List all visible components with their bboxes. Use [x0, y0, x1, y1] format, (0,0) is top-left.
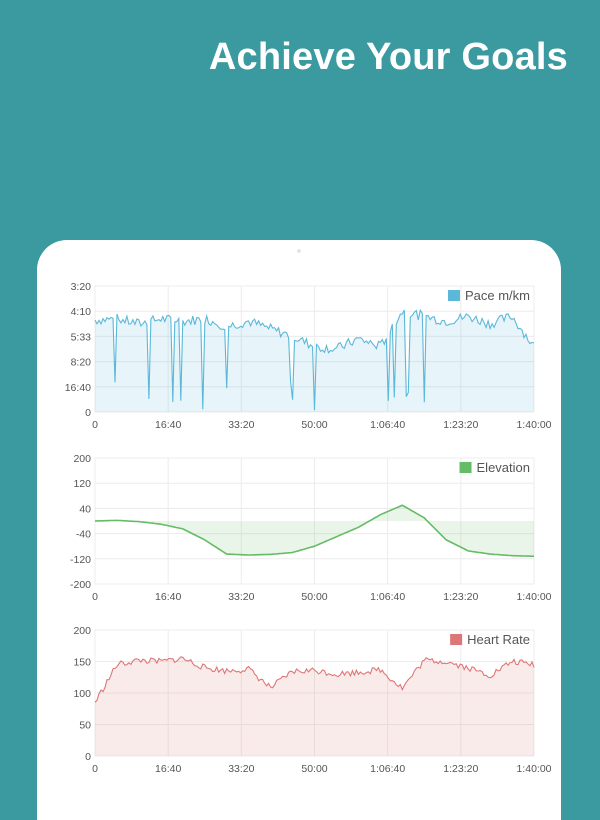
y-tick-label: 200	[73, 625, 91, 637]
heart-rate-chart-svg: 200 150 100 50 00 16:40 33:20 50:00 1:06:40 1:23:…	[73, 625, 551, 775]
heart-rate-legend[interactable]: Heart Rate	[450, 632, 530, 647]
x-tick-label: 16:40	[155, 763, 181, 775]
x-tick-label: 1:23:20	[443, 419, 478, 431]
heart-rate-chart: 200 150 100 50 0 0 16:40 33:20 50:00 1:06:40 1:23:…	[37, 624, 561, 784]
page-title: Achieve Your Goals	[208, 36, 568, 78]
camera-dot	[297, 249, 301, 253]
x-tick-label: 1:23:20	[443, 591, 478, 603]
y-tick-label: 4:10	[71, 306, 92, 318]
elevation-legend-label: Elevation	[477, 460, 530, 475]
x-tick-label: 0	[92, 591, 98, 603]
y-tick-label: 3:20	[71, 281, 92, 293]
x-tick-label: 1:40:00	[516, 419, 551, 431]
heart-rate-legend-label: Heart Rate	[467, 632, 530, 647]
pace-legend-label: Pace m/km	[465, 288, 530, 303]
elevation-legend-swatch	[459, 462, 472, 473]
y-tick-label: 0	[85, 751, 91, 763]
x-tick-label: 0	[92, 763, 98, 775]
x-tick-label: 50:00	[301, 419, 327, 431]
elevation-legend[interactable]: Elevation	[459, 460, 530, 475]
y-tick-label: 150	[73, 657, 91, 669]
x-tick-label: 33:20	[228, 591, 254, 603]
y-tick-label: 16:40	[65, 382, 91, 394]
tablet-frame: 3:20 4:10 5:33 8:20 16:40 0 0 16:40 33:20 50:00 1:…	[37, 240, 561, 820]
x-tick-label: 1:23:20	[443, 763, 478, 775]
x-tick-label: 50:00	[301, 763, 327, 775]
y-tick-label: 5:33	[71, 331, 92, 343]
y-tick-label: -120	[70, 554, 91, 566]
pace-chart: 3:20 4:10 5:33 8:20 16:40 0 0 16:40 33:20 50:00 1:…	[37, 280, 561, 440]
pace-chart-svg: 3:20 4:10 5:33 8:20 16:40 00 16:40 33:20 50:00 1:…	[65, 281, 552, 431]
x-tick-label: 33:20	[228, 419, 254, 431]
y-tick-label: -40	[76, 529, 91, 541]
y-tick-label: 8:20	[71, 357, 92, 369]
elevation-chart: 200 120 40 -40 -120 -200 0 16:40 33:20 50:00 1:06:…	[37, 452, 561, 612]
x-tick-label: 1:06:40	[370, 419, 405, 431]
elevation-line	[94, 504, 535, 558]
x-tick-label: 16:40	[155, 419, 181, 431]
x-tick-label: 1:40:00	[516, 763, 551, 775]
y-tick-label: 200	[73, 453, 91, 465]
pace-line	[94, 308, 535, 411]
y-tick-label: 120	[73, 478, 91, 490]
x-tick-label: 1:40:00	[516, 591, 551, 603]
x-tick-label: 1:06:40	[370, 763, 405, 775]
y-tick-label: -200	[70, 579, 91, 591]
x-tick-label: 0	[92, 419, 98, 431]
x-tick-label: 16:40	[155, 591, 181, 603]
heart-rate-line	[94, 656, 535, 703]
x-tick-label: 50:00	[301, 591, 327, 603]
heart-rate-legend-swatch	[450, 634, 463, 645]
pace-legend[interactable]: Pace m/km	[447, 288, 530, 303]
pace-legend-swatch	[447, 290, 460, 301]
heart-rate-area	[95, 656, 534, 756]
y-tick-label: 0	[85, 407, 91, 419]
y-tick-label: 50	[79, 720, 91, 732]
x-tick-label: 1:06:40	[370, 591, 405, 603]
y-tick-label: 40	[79, 503, 91, 515]
x-tick-label: 33:20	[228, 763, 254, 775]
y-tick-label: 100	[73, 688, 91, 700]
